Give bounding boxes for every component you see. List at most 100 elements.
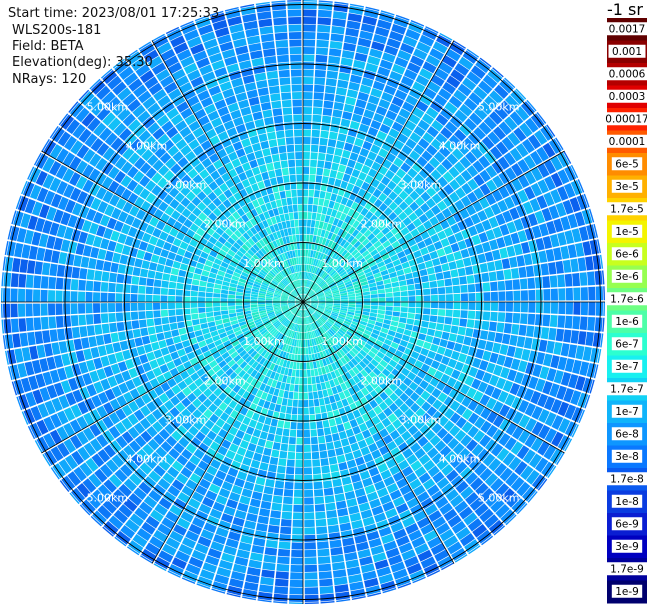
range-gate xyxy=(163,354,173,364)
range-gate xyxy=(588,302,596,316)
range-gate xyxy=(154,325,164,334)
range-gate xyxy=(379,359,388,368)
range-gate xyxy=(331,312,339,318)
range-gate xyxy=(258,584,274,593)
range-gate xyxy=(497,390,509,403)
range-gate xyxy=(109,440,122,454)
range-gate xyxy=(382,501,395,512)
range-gate xyxy=(545,248,555,262)
range-gate xyxy=(366,460,377,470)
range-gate xyxy=(314,259,319,267)
range-gate xyxy=(376,566,392,577)
range-gate xyxy=(379,59,393,70)
range-gate xyxy=(175,120,188,132)
range-gate xyxy=(190,437,202,448)
range-gate xyxy=(244,252,253,260)
range-gate xyxy=(190,302,198,308)
range-gate xyxy=(600,333,604,348)
range-gate xyxy=(450,369,461,380)
range-gate xyxy=(53,382,65,397)
range-gate xyxy=(246,366,255,375)
range-gate xyxy=(249,217,258,227)
range-gate xyxy=(89,409,102,422)
range-gate xyxy=(154,503,168,516)
range-gate xyxy=(129,205,140,217)
range-ring-label: 4.00km xyxy=(439,453,481,466)
range-gate xyxy=(172,94,186,107)
range-gate xyxy=(198,291,206,297)
range-gate xyxy=(397,133,409,144)
range-gate xyxy=(360,336,368,343)
range-gate xyxy=(143,476,157,489)
range-gate xyxy=(213,159,224,170)
range-gate xyxy=(415,396,426,407)
range-gate xyxy=(535,302,543,314)
range-gate xyxy=(385,458,397,469)
range-gate xyxy=(97,345,107,357)
range-gate xyxy=(117,331,127,341)
range-gate xyxy=(186,366,196,376)
range-gate xyxy=(314,329,319,337)
range-gate xyxy=(484,514,499,529)
range-gate xyxy=(290,354,295,362)
range-gate xyxy=(445,488,459,502)
range-gate xyxy=(255,278,263,284)
range-gate xyxy=(352,409,361,419)
range-gate xyxy=(95,186,107,200)
range-gate xyxy=(207,321,216,328)
range-gate xyxy=(448,388,459,400)
range-gate xyxy=(299,332,302,340)
range-gate xyxy=(240,4,255,8)
range-gate xyxy=(300,302,303,310)
range-gate xyxy=(265,302,273,304)
range-gate xyxy=(97,484,112,499)
range-gate xyxy=(409,150,421,161)
range-gate xyxy=(514,347,524,359)
range-gate xyxy=(290,69,302,77)
range-gate xyxy=(540,263,549,276)
range-gate xyxy=(514,461,528,476)
range-gate xyxy=(248,275,256,281)
range-gate xyxy=(424,503,438,516)
range-gate xyxy=(287,345,292,353)
range-gate xyxy=(562,259,572,273)
range-gate xyxy=(382,451,393,462)
range-gate xyxy=(299,287,302,295)
range-gate xyxy=(53,209,64,224)
range-gate xyxy=(592,332,602,348)
range-gate xyxy=(175,402,186,413)
range-gate xyxy=(89,222,99,235)
range-gate xyxy=(273,593,288,602)
range-gate xyxy=(326,70,338,79)
range-gate xyxy=(160,75,174,88)
range-gate xyxy=(199,478,211,490)
range-gate xyxy=(249,326,258,332)
range-gate xyxy=(368,95,380,105)
range-gate xyxy=(277,556,290,565)
range-gate xyxy=(20,377,32,393)
range-gate xyxy=(466,71,482,85)
range-gate xyxy=(249,135,260,145)
range-gate xyxy=(258,337,266,345)
range-gate xyxy=(234,403,243,413)
range-gate xyxy=(334,343,341,351)
range-gate xyxy=(346,20,361,30)
range-gate xyxy=(334,493,346,502)
range-gate xyxy=(227,585,243,596)
range-gate xyxy=(191,185,202,196)
range-gate xyxy=(312,322,317,330)
range-gate xyxy=(2,335,7,350)
range-gate xyxy=(318,335,324,343)
range-gate xyxy=(290,292,297,298)
range-gate xyxy=(127,166,139,179)
range-gate xyxy=(305,287,308,295)
range-gate xyxy=(507,369,517,382)
range-gate xyxy=(172,261,181,269)
range-gate xyxy=(365,393,374,403)
range-gate xyxy=(125,49,138,59)
range-gate xyxy=(294,308,299,315)
range-gate xyxy=(183,296,191,302)
range-gate xyxy=(362,291,371,296)
range-gate xyxy=(272,108,283,117)
range-gate xyxy=(297,422,303,430)
